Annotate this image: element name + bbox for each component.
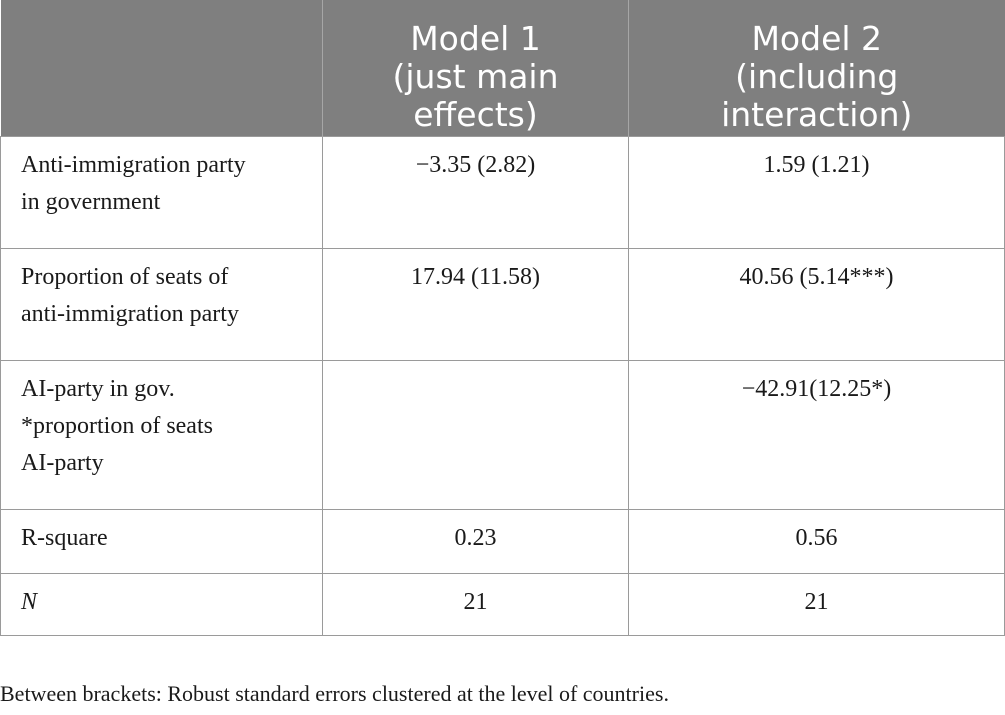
- row-label-line: anti-immigration party: [21, 300, 239, 327]
- table-footnote: Between brackets: Robust standard errors…: [0, 681, 669, 706]
- row-label: AI-party in gov. *proportion of seats AI…: [0, 359, 323, 510]
- cell-model-2: −42.91(12.25*): [628, 359, 1005, 510]
- row-label: Anti-immigration party in government: [0, 135, 323, 249]
- cell-model-2: 40.56 (5.14***): [628, 247, 1005, 361]
- row-label-line: Proportion of seats of: [21, 263, 229, 290]
- cell-model-1: 21: [322, 572, 629, 636]
- header-model-1-line: effects): [413, 95, 538, 134]
- table-body: Anti-immigration party in government −3.…: [0, 135, 1005, 636]
- regression-table: Model 1 (just main effects) Model 2 (inc…: [0, 0, 1005, 636]
- cell-model-2: 1.59 (1.21): [628, 135, 1005, 249]
- row-label-line: AI-party: [21, 449, 104, 476]
- header-model-2-line: (including: [735, 57, 899, 96]
- table-row-proportion-of-seats: Proportion of seats of anti-immigration …: [0, 247, 1005, 361]
- table-row-r-square: R-square 0.23 0.56: [0, 508, 1005, 574]
- header-model-2-line: Model 2: [751, 19, 883, 58]
- cell-model-1: 0.23: [322, 508, 629, 574]
- header-model-1-line: Model 1: [410, 19, 541, 58]
- row-label: N: [0, 572, 323, 636]
- row-label-line: *proportion of seats: [21, 412, 213, 439]
- table-row-anti-immigration-in-government: Anti-immigration party in government −3.…: [0, 135, 1005, 249]
- cell-model-1: −3.35 (2.82): [322, 135, 629, 249]
- header-model-2: Model 2 (including interaction): [628, 0, 1005, 136]
- header-model-2-line: interaction): [721, 95, 913, 134]
- row-label: Proportion of seats of anti-immigration …: [0, 247, 323, 361]
- row-label-line: N: [21, 588, 38, 615]
- header-model-1: Model 1 (just main effects): [322, 0, 629, 136]
- row-label-line: Anti-immigration party: [21, 151, 246, 178]
- cell-model-1: [322, 359, 629, 510]
- header-model-1-line: (just main: [392, 57, 559, 96]
- cell-model-2: 21: [628, 572, 1005, 636]
- cell-model-2: 0.56: [628, 508, 1005, 574]
- header-row: Model 1 (just main effects) Model 2 (inc…: [0, 0, 1005, 136]
- header-empty-cell: [0, 0, 323, 136]
- table-row-n: N 21 21: [0, 572, 1005, 636]
- row-label-line: in government: [21, 188, 161, 215]
- cell-model-1: 17.94 (11.58): [322, 247, 629, 361]
- row-label: R-square: [0, 508, 323, 574]
- table-row-interaction-term: AI-party in gov. *proportion of seats AI…: [0, 359, 1005, 510]
- row-label-line: R-square: [21, 524, 108, 551]
- table-header: Model 1 (just main effects) Model 2 (inc…: [0, 0, 1005, 136]
- row-label-line: AI-party in gov.: [21, 375, 175, 402]
